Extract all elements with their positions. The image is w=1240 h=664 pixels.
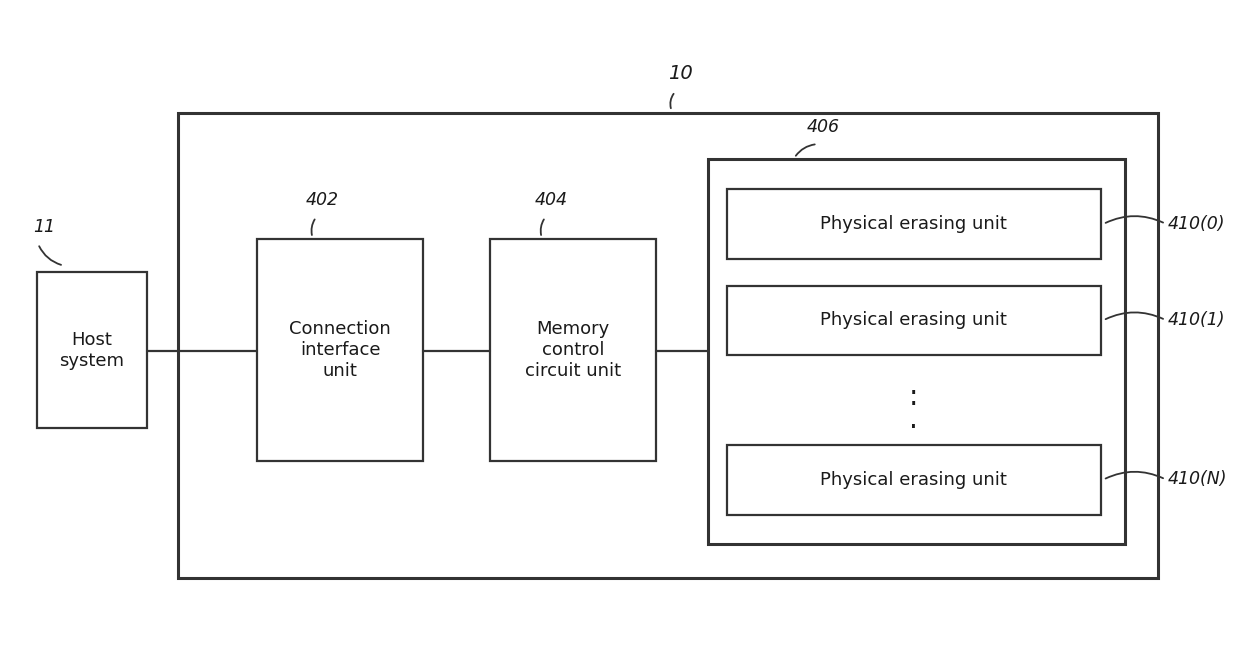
Bar [708,159,1125,544]
Bar [258,239,423,461]
Text: Physical erasing unit: Physical erasing unit [821,471,1007,489]
Text: Physical erasing unit: Physical erasing unit [821,311,1007,329]
Text: 402: 402 [306,191,339,209]
Bar [177,113,1158,578]
Text: 410(N): 410(N) [1168,470,1228,489]
Text: 406: 406 [807,118,841,136]
Bar [37,272,148,428]
Bar [727,445,1101,515]
Text: 10: 10 [668,64,693,83]
Text: 410(1): 410(1) [1168,311,1225,329]
Bar [727,189,1101,259]
Text: Memory
control
circuit unit: Memory control circuit unit [525,321,621,380]
Text: 404: 404 [534,191,568,209]
Text: 410(0): 410(0) [1168,214,1225,233]
Text: Physical erasing unit: Physical erasing unit [821,215,1007,233]
Bar [727,286,1101,355]
Bar [490,239,656,461]
Text: :
.: : . [909,382,918,434]
Text: Connection
interface
unit: Connection interface unit [289,321,391,380]
Text: 11: 11 [33,218,55,236]
Text: Host
system: Host system [60,331,124,370]
